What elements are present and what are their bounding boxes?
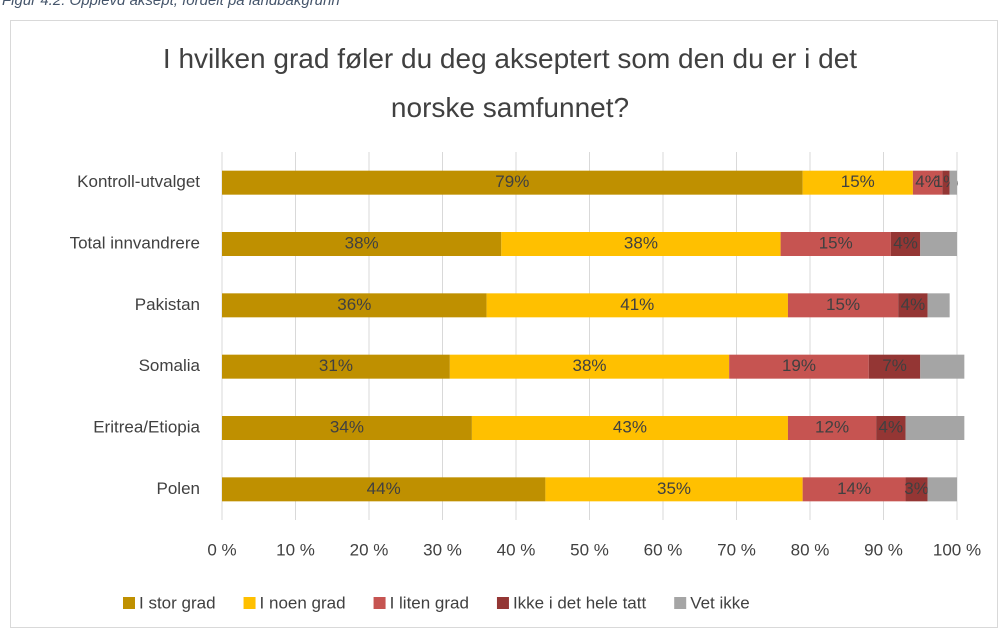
bar-segment (905, 416, 965, 440)
x-tick-label: 100 % (933, 540, 981, 559)
y-tick-label: Pakistan (135, 295, 200, 314)
bar-segment (898, 293, 928, 318)
bar-segment (787, 293, 899, 318)
data-label: 43% (613, 417, 647, 436)
x-tick-label: 60 % (644, 540, 683, 559)
bar-segment (942, 170, 950, 195)
bar-segment (222, 232, 502, 256)
y-tick-label: Total innvandrere (70, 233, 200, 252)
x-tick-label: 90 % (864, 540, 903, 559)
data-label: 4% (893, 233, 918, 252)
bar-segment (471, 416, 788, 440)
data-label: 4% (901, 295, 926, 314)
x-tick-label: 30 % (423, 540, 462, 559)
data-label: 36% (337, 295, 371, 314)
x-tick-label: 10 % (276, 540, 315, 559)
y-tick-label: Eritrea/Etiopia (93, 417, 200, 436)
bar-segment (222, 477, 546, 502)
chart-frame (10, 20, 998, 628)
chart-title: I hvilken grad føler du deg akseptert so… (162, 43, 858, 123)
x-tick-label: 50 % (570, 540, 609, 559)
y-tick-label: Somalia (139, 356, 201, 375)
data-label: 34% (330, 417, 364, 436)
legend-label: I liten grad (390, 593, 469, 612)
bar-segment (802, 477, 906, 502)
bar-segment (920, 354, 965, 379)
bar-segment (868, 354, 921, 379)
bar-segment (486, 293, 788, 318)
figure-caption: Figur 4.2: Opplevd aksept, fordelt på la… (2, 0, 340, 9)
bar-segment (787, 416, 877, 440)
data-label: 15% (819, 233, 853, 252)
data-label: 31% (319, 356, 353, 375)
bar-segment (780, 232, 891, 256)
legend-swatch (496, 597, 509, 609)
bar-segment (729, 354, 869, 379)
bar-segment (222, 170, 803, 195)
bar-segment (222, 293, 487, 318)
legend-label: I noen grad (260, 593, 346, 612)
bar-segment (876, 416, 906, 440)
bar-segment (501, 232, 781, 256)
legend-swatch (373, 597, 386, 609)
x-tick-label: 20 % (350, 540, 389, 559)
data-label: 44% (367, 479, 401, 498)
bar-segment (927, 293, 950, 318)
data-label: 38% (624, 233, 658, 252)
x-tick-label: 70 % (717, 540, 756, 559)
bar-segment (449, 354, 730, 379)
legend-swatch (123, 597, 135, 609)
data-label: 12% (815, 417, 849, 436)
x-tick-label: 80 % (791, 540, 830, 559)
bar-segment (802, 170, 913, 195)
data-label: 3% (904, 479, 929, 498)
legend-swatch (674, 597, 687, 609)
data-label: 15% (841, 172, 875, 191)
legend-label: I stor grad (139, 593, 216, 612)
bar-segment (222, 354, 450, 379)
y-tick-label: Polen (157, 479, 200, 498)
bar-segment (890, 232, 921, 256)
bar-segment (920, 232, 957, 256)
data-label: 7% (882, 356, 907, 375)
bar-segment (545, 477, 803, 502)
x-tick-label: 0 % (207, 540, 236, 559)
bar-segment (222, 416, 472, 440)
bar-segment (912, 170, 943, 195)
bar-segment (905, 477, 928, 502)
bar-segment (949, 170, 957, 195)
data-label: 19% (782, 356, 816, 375)
y-tick-label: Kontroll-utvalget (77, 172, 200, 191)
data-label: 38% (572, 356, 606, 375)
data-label: 79% (495, 172, 529, 191)
legend-label: Ikke i det hele tatt (513, 593, 647, 612)
data-label: 14% (837, 479, 871, 498)
data-label: 41% (620, 295, 654, 314)
data-label: 38% (345, 233, 379, 252)
legend-swatch (243, 597, 256, 609)
data-label: 35% (657, 479, 691, 498)
data-label: 4% (879, 417, 904, 436)
x-tick-label: 40 % (497, 540, 536, 559)
legend-label: Vet ikke (690, 593, 750, 612)
data-label: 15% (826, 295, 860, 314)
data-label: 4% (915, 172, 940, 191)
bar-segment (927, 477, 957, 502)
